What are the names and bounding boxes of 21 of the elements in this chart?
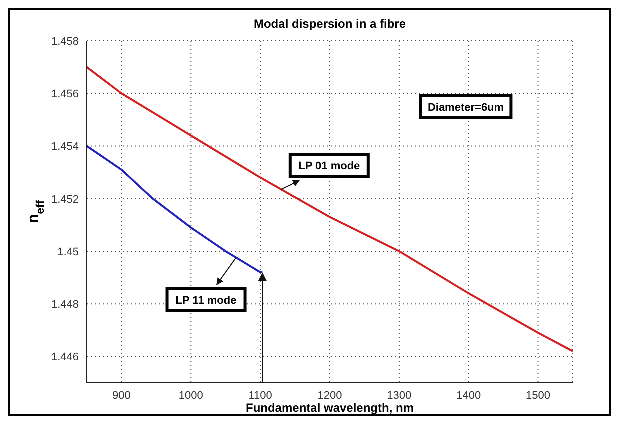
y-tick-label: 1.446 (51, 352, 79, 364)
x-tick-label: 1300 (387, 390, 412, 402)
y-tick-label: 1.454 (51, 141, 79, 154)
text: LP 11 mode (176, 294, 237, 307)
x-axis-title: Fundamental wavelength, nm (246, 401, 414, 415)
x-tick-label: 1400 (456, 390, 482, 402)
y-tick-label: 1.452 (51, 194, 79, 206)
line-series (87, 145, 264, 274)
x-tick-label: 900 (112, 390, 131, 402)
text: LP 01 mode (298, 160, 360, 173)
line-series (87, 66, 573, 352)
annotation: Diameter=6um (428, 102, 504, 114)
x-tick-label: 1500 (526, 390, 551, 402)
x-tick-label: 1100 (248, 390, 272, 402)
y-tick-label: 1.458 (51, 36, 79, 48)
chart-title: Modal dispersion in a fibre (254, 17, 406, 31)
x-tick-label: 1000 (178, 390, 204, 402)
y-tick-label: 1.45 (58, 246, 79, 258)
y-tick-label: 1.448 (51, 298, 79, 311)
x-tick-label: 1200 (318, 390, 342, 402)
y-tick-label: 1.456 (51, 88, 79, 101)
